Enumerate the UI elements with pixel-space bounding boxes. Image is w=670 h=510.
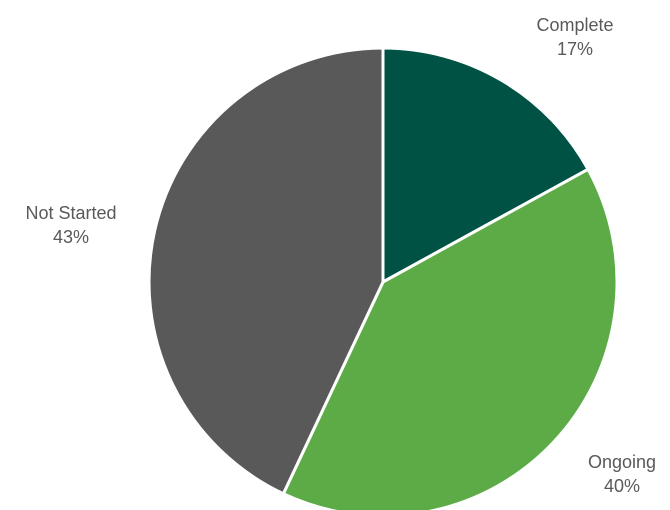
slice-value-complete: 17% bbox=[557, 39, 593, 59]
slice-label-not-started: Not Started bbox=[25, 203, 116, 223]
slices-layer bbox=[147, 46, 619, 510]
slice-value-ongoing: 40% bbox=[604, 476, 640, 496]
pie-slice-ongoing bbox=[281, 167, 619, 510]
slice-value-not-started: 43% bbox=[53, 227, 89, 247]
slice-label-ongoing: Ongoing bbox=[588, 452, 656, 472]
slice-label-complete: Complete bbox=[536, 15, 613, 35]
labels-layer: Complete 17% Ongoing 40% Not Started 43% bbox=[25, 15, 656, 496]
pie-slice-not-started bbox=[147, 46, 385, 496]
pie-slice-complete bbox=[381, 46, 590, 284]
